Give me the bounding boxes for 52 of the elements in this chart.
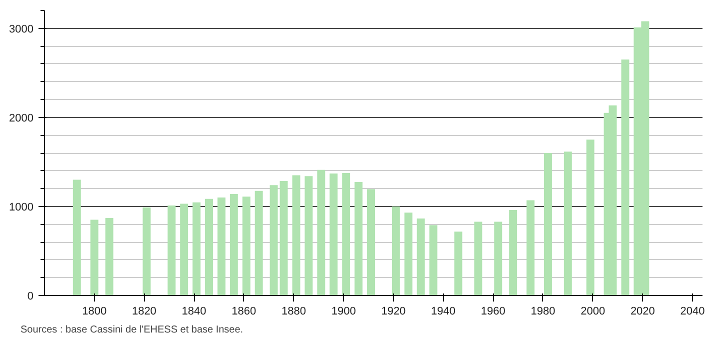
- bar: [354, 182, 363, 296]
- x-tick-label: 1840: [182, 306, 206, 318]
- x-tick-label: 1800: [82, 306, 107, 318]
- bar: [254, 190, 263, 296]
- bar: [494, 222, 502, 296]
- bar: [586, 140, 594, 296]
- bar: [621, 59, 630, 296]
- bar: [72, 180, 81, 296]
- bar: [142, 207, 151, 296]
- bar: [367, 189, 375, 296]
- bar: [90, 220, 98, 296]
- x-tick-label: 1820: [132, 306, 156, 318]
- bar: [292, 175, 300, 296]
- bar: [192, 202, 201, 296]
- bar: [564, 152, 572, 296]
- x-tick-label: 1940: [431, 306, 456, 318]
- bar: [454, 232, 462, 296]
- bar: [105, 218, 114, 296]
- y-tick-label: 2000: [9, 112, 34, 124]
- x-tick-label: 1960: [480, 306, 506, 318]
- bar: [404, 212, 412, 296]
- x-tick-label: 2040: [680, 306, 705, 318]
- x-tick-label: 1920: [381, 306, 406, 318]
- bar: [509, 210, 518, 296]
- bar: [180, 204, 188, 296]
- x-tick-label: 1900: [331, 306, 356, 318]
- bar: [392, 206, 400, 296]
- bar: [270, 185, 278, 296]
- bar: [304, 176, 313, 296]
- x-tick-label: 1860: [232, 306, 256, 318]
- bar: [416, 218, 425, 296]
- bar: [474, 222, 482, 296]
- source-note: Sources : base Cassini de l'EHESS et base Insee.: [20, 324, 244, 336]
- x-tick-label: 2000: [580, 306, 606, 318]
- y-tick-label: 1000: [9, 201, 34, 214]
- x-tick-label: 1880: [282, 306, 306, 318]
- bar: [429, 225, 438, 296]
- y-tick-label: 3000: [9, 23, 34, 36]
- bar: [317, 170, 326, 296]
- x-tick-label: 2020: [630, 306, 655, 318]
- bar: [242, 196, 250, 296]
- bar: [544, 153, 552, 296]
- bar: [217, 198, 226, 296]
- x-tick-label: 1980: [530, 306, 556, 318]
- bar: [330, 173, 338, 296]
- bar: [280, 181, 288, 296]
- bar: [205, 198, 213, 296]
- y-tick-label: 0: [27, 290, 34, 302]
- bar: [526, 200, 535, 296]
- bar: [230, 194, 238, 296]
- bar: [168, 206, 176, 296]
- bar: [342, 173, 350, 296]
